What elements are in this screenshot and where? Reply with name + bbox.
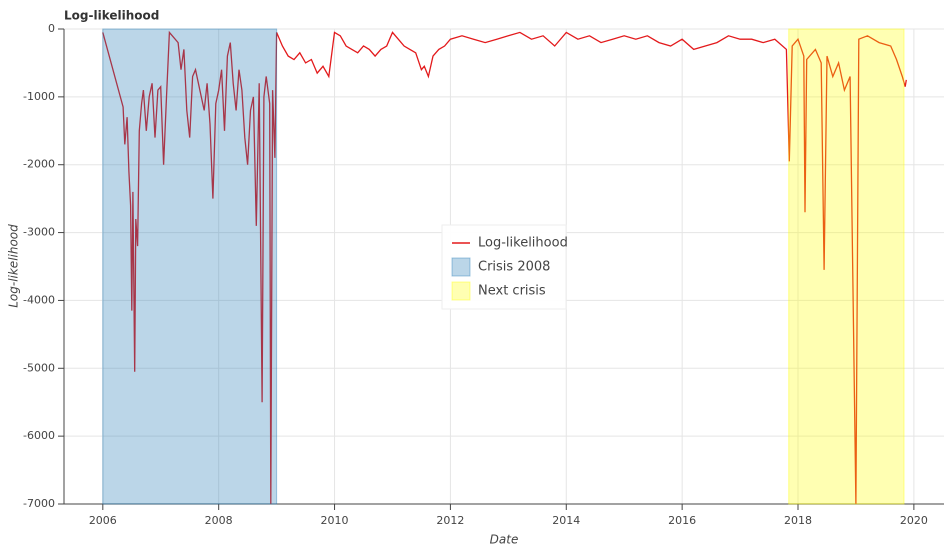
y-tick-label: 0 [48, 22, 55, 35]
y-tick-label: -1000 [23, 90, 55, 103]
y-tick-label: -3000 [23, 226, 55, 239]
x-tick-label: 2018 [784, 514, 812, 527]
y-tick-label: -4000 [23, 293, 55, 306]
legend-label: Next crisis [478, 284, 546, 299]
y-tick-label: -5000 [23, 361, 55, 374]
legend-swatch [451, 257, 471, 277]
band [102, 28, 278, 505]
legend-label: Log-likelihood [478, 236, 568, 251]
x-tick-label: 2006 [89, 514, 117, 527]
legend-box [441, 224, 567, 310]
x-tick-label: 2008 [205, 514, 233, 527]
x-tick-label: 2020 [900, 514, 928, 527]
band [788, 28, 905, 505]
legend-swatch [451, 281, 471, 301]
y-axis-label: Log-likelihood [7, 224, 21, 308]
chart-title: Log-likelihood [64, 9, 159, 23]
y-tick-label: -6000 [23, 429, 55, 442]
data-line [102, 30, 907, 505]
x-tick-label: 2012 [436, 514, 464, 527]
x-axis-label: Date [490, 533, 519, 547]
legend-label: Crisis 2008 [478, 260, 550, 275]
y-tick-label: -7000 [23, 497, 55, 510]
x-tick-label: 2010 [321, 514, 349, 527]
x-tick-label: 2014 [552, 514, 580, 527]
x-tick-label: 2016 [668, 514, 696, 527]
y-tick-label: -2000 [23, 158, 55, 171]
